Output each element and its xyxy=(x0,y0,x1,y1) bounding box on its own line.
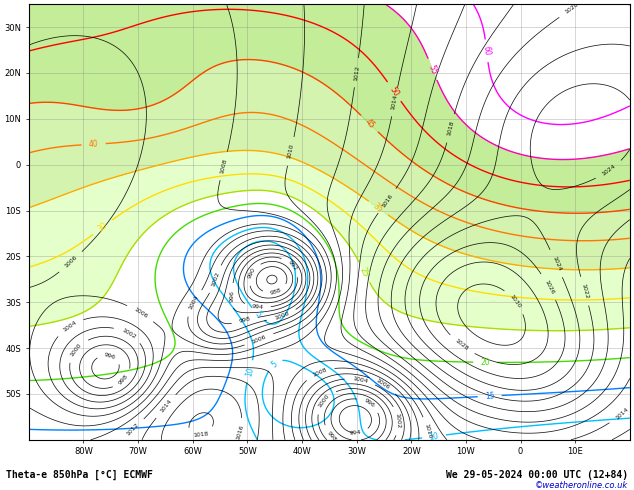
Text: 1012: 1012 xyxy=(353,65,360,81)
Text: 1020: 1020 xyxy=(564,2,579,15)
Text: 55: 55 xyxy=(427,63,439,75)
Text: 25: 25 xyxy=(358,266,370,278)
Text: 10: 10 xyxy=(429,431,439,441)
Text: 1000: 1000 xyxy=(318,393,331,409)
Text: 1010: 1010 xyxy=(424,423,432,439)
Text: 998: 998 xyxy=(326,430,337,442)
Text: 1024: 1024 xyxy=(551,255,562,272)
Text: 50: 50 xyxy=(388,85,401,98)
Text: 1006: 1006 xyxy=(63,255,78,269)
Text: 996: 996 xyxy=(363,398,375,409)
Text: 1004: 1004 xyxy=(188,295,200,311)
Text: 998: 998 xyxy=(118,373,129,386)
Text: 1018: 1018 xyxy=(193,432,209,438)
Text: We 29-05-2024 00:00 UTC (12+84): We 29-05-2024 00:00 UTC (12+84) xyxy=(446,470,628,480)
Text: 15: 15 xyxy=(484,392,495,401)
Text: 1010: 1010 xyxy=(287,143,295,159)
Text: 996: 996 xyxy=(229,290,235,301)
Text: 1002: 1002 xyxy=(210,271,221,288)
Text: 1002: 1002 xyxy=(120,327,136,340)
Text: 20: 20 xyxy=(481,358,490,367)
Text: 996: 996 xyxy=(104,352,117,360)
Text: 1014: 1014 xyxy=(159,398,172,414)
Text: 1018: 1018 xyxy=(446,120,455,137)
Text: 1014: 1014 xyxy=(391,94,399,110)
Text: Theta-e 850hPa [°C] ECMWF: Theta-e 850hPa [°C] ECMWF xyxy=(6,470,153,480)
Text: 1014: 1014 xyxy=(614,407,629,420)
Text: 1008: 1008 xyxy=(311,367,328,378)
Text: 1016: 1016 xyxy=(235,424,244,441)
Text: 1024: 1024 xyxy=(601,164,617,177)
Text: 1004: 1004 xyxy=(352,376,368,384)
Text: 988: 988 xyxy=(269,288,282,296)
Text: 1008: 1008 xyxy=(219,158,228,174)
Text: 1012: 1012 xyxy=(126,422,140,437)
Text: 994: 994 xyxy=(349,430,362,436)
Text: ©weatheronline.co.uk: ©weatheronline.co.uk xyxy=(534,481,628,490)
Text: 1004: 1004 xyxy=(61,320,77,333)
Text: 992: 992 xyxy=(287,260,298,272)
Text: 1006: 1006 xyxy=(133,307,148,319)
Text: 998: 998 xyxy=(238,317,251,324)
Text: 60: 60 xyxy=(482,46,491,56)
Text: 1026: 1026 xyxy=(543,279,555,295)
Text: 1002: 1002 xyxy=(395,413,401,429)
Text: 35: 35 xyxy=(372,201,385,215)
Text: 1030: 1030 xyxy=(508,294,522,309)
Text: 1006: 1006 xyxy=(251,334,267,344)
Text: 1016: 1016 xyxy=(380,193,394,209)
Text: 1000: 1000 xyxy=(274,311,290,321)
Text: 990: 990 xyxy=(247,267,257,280)
Text: 30: 30 xyxy=(96,220,109,234)
Text: 5: 5 xyxy=(253,310,262,319)
Text: 1006: 1006 xyxy=(375,378,391,391)
Text: 1028: 1028 xyxy=(454,338,469,352)
Text: 994: 994 xyxy=(251,304,264,310)
Text: 10: 10 xyxy=(244,366,256,377)
Text: 40: 40 xyxy=(89,140,99,149)
Text: 1022: 1022 xyxy=(580,283,589,299)
Text: 1000: 1000 xyxy=(70,342,83,357)
Text: 5: 5 xyxy=(269,359,279,369)
Text: 45: 45 xyxy=(363,117,376,130)
